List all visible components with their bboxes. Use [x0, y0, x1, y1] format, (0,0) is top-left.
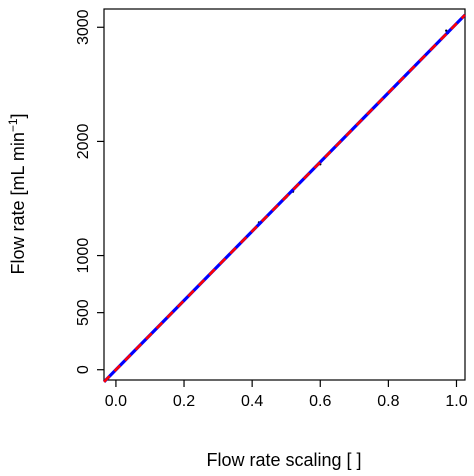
series-layer [102, 13, 467, 383]
y-tick-label-0: 0 [75, 365, 92, 374]
x-axis: 0.0 0.2 0.4 0.6 0.8 1.0 [105, 380, 468, 410]
x-tick-label-1: 0.2 [173, 393, 195, 410]
y-tick-label-3: 2000 [75, 124, 92, 160]
x-tick-label-4: 0.8 [377, 393, 399, 410]
y-tick-label-2: 1000 [75, 238, 92, 274]
x-tick-label-0: 0.0 [105, 393, 127, 410]
y-axis-label: Flow rate [mL min−1] [6, 113, 28, 274]
x-tick-label-3: 0.6 [309, 393, 331, 410]
y-axis: 0 500 1000 2000 3000 [75, 9, 104, 374]
y-axis-label-close: ] [8, 113, 28, 118]
x-tick-label-2: 0.4 [241, 393, 263, 410]
red-dashed-fit-line [103, 14, 466, 383]
x-tick-label-5: 1.0 [445, 393, 467, 410]
y-axis-label-superscript: −1 [6, 118, 20, 132]
x-axis-label: Flow rate scaling [ ] [206, 450, 361, 470]
plot-area [102, 8, 467, 383]
plot-frame [103, 8, 466, 381]
y-tick-label-1: 500 [75, 299, 92, 326]
y-axis-label-main: Flow rate [mL min [8, 132, 28, 274]
y-tick-label-4: 3000 [75, 9, 92, 45]
